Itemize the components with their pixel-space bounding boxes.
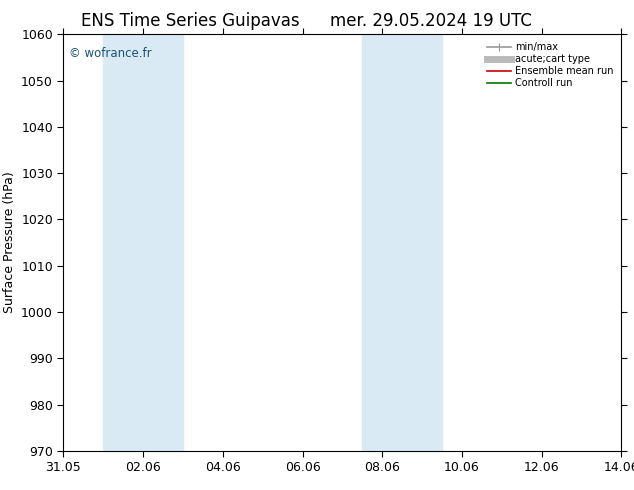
- Legend: min/max, acute;cart type, Ensemble mean run, Controll run: min/max, acute;cart type, Ensemble mean …: [484, 39, 616, 91]
- Y-axis label: Surface Pressure (hPa): Surface Pressure (hPa): [3, 172, 16, 314]
- Bar: [402, 34, 442, 451]
- Bar: [103, 34, 143, 451]
- Bar: [143, 34, 183, 451]
- Text: mer. 29.05.2024 19 UTC: mer. 29.05.2024 19 UTC: [330, 12, 532, 30]
- Text: ENS Time Series Guipavas: ENS Time Series Guipavas: [81, 12, 299, 30]
- Text: © wofrance.fr: © wofrance.fr: [69, 47, 152, 60]
- Bar: [362, 34, 402, 451]
